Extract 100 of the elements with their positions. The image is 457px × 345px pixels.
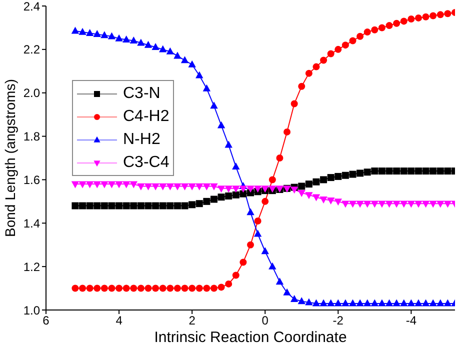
point bbox=[393, 20, 400, 27]
point bbox=[122, 202, 130, 210]
point bbox=[370, 299, 379, 306]
point bbox=[386, 22, 393, 30]
point bbox=[152, 202, 160, 210]
point bbox=[232, 162, 240, 170]
point bbox=[356, 170, 364, 177]
point bbox=[290, 294, 298, 302]
point bbox=[203, 198, 210, 205]
point bbox=[436, 299, 444, 306]
point bbox=[100, 31, 108, 38]
legend-label: C3-C4 bbox=[123, 154, 170, 172]
point bbox=[436, 168, 444, 175]
y-tick-label: 1.4 bbox=[23, 216, 40, 230]
x-axis-title: Intrinsic Reaction Coordinate bbox=[154, 329, 347, 345]
x-tick-label: -2 bbox=[332, 314, 344, 328]
point bbox=[246, 186, 254, 193]
point bbox=[108, 32, 116, 40]
point bbox=[407, 299, 416, 306]
point bbox=[188, 284, 196, 292]
point bbox=[298, 190, 306, 197]
x-tick-label: -4 bbox=[406, 314, 417, 328]
point bbox=[356, 299, 364, 306]
point bbox=[188, 201, 196, 208]
point bbox=[232, 186, 240, 193]
point bbox=[94, 202, 101, 210]
point bbox=[71, 26, 80, 34]
point bbox=[137, 38, 145, 46]
point bbox=[268, 176, 276, 184]
point bbox=[217, 121, 226, 128]
point bbox=[436, 11, 444, 18]
point bbox=[429, 299, 437, 306]
point bbox=[159, 284, 166, 292]
point bbox=[240, 190, 247, 198]
point bbox=[174, 183, 182, 190]
point bbox=[86, 284, 94, 292]
y-tick-label: 2.0 bbox=[23, 86, 40, 100]
point bbox=[144, 284, 152, 292]
point bbox=[210, 196, 218, 203]
legend-label: N-H2 bbox=[123, 130, 160, 148]
point bbox=[414, 299, 422, 306]
point bbox=[364, 200, 372, 208]
y-tick-label: 1.6 bbox=[23, 172, 40, 187]
point bbox=[378, 168, 386, 175]
point bbox=[181, 284, 188, 292]
point bbox=[364, 299, 372, 306]
point bbox=[334, 198, 342, 206]
point bbox=[414, 168, 422, 175]
point bbox=[290, 100, 298, 108]
point bbox=[276, 278, 284, 285]
point bbox=[130, 181, 138, 188]
point bbox=[130, 284, 138, 292]
point bbox=[371, 26, 378, 34]
point bbox=[436, 200, 444, 208]
point bbox=[210, 284, 218, 292]
point bbox=[429, 200, 437, 208]
point bbox=[247, 241, 254, 248]
point bbox=[298, 182, 306, 190]
point bbox=[407, 200, 416, 208]
point bbox=[334, 299, 342, 306]
point bbox=[239, 186, 248, 193]
point bbox=[71, 181, 80, 188]
point bbox=[378, 200, 386, 208]
point bbox=[232, 272, 240, 279]
point bbox=[276, 154, 284, 162]
point bbox=[342, 172, 349, 179]
point bbox=[298, 82, 306, 90]
point bbox=[115, 34, 123, 42]
point bbox=[174, 202, 181, 210]
point bbox=[370, 200, 379, 208]
point bbox=[159, 183, 167, 190]
point bbox=[166, 284, 174, 292]
point bbox=[86, 202, 94, 210]
point bbox=[342, 299, 350, 306]
point bbox=[400, 168, 408, 175]
point bbox=[116, 202, 123, 210]
point bbox=[430, 12, 437, 20]
point bbox=[444, 200, 452, 208]
y-axis-title: Bond Length (angstroms) bbox=[2, 79, 18, 237]
point bbox=[93, 30, 101, 38]
point bbox=[86, 181, 94, 188]
point bbox=[79, 202, 86, 210]
point bbox=[180, 56, 189, 64]
point bbox=[137, 183, 145, 190]
point bbox=[159, 202, 166, 210]
x-tick-label: 0 bbox=[262, 314, 269, 328]
point bbox=[349, 37, 356, 44]
point bbox=[312, 194, 320, 202]
point bbox=[334, 46, 342, 53]
point bbox=[364, 168, 371, 176]
point bbox=[356, 200, 364, 208]
point bbox=[166, 202, 174, 210]
point bbox=[386, 168, 393, 175]
point bbox=[94, 284, 101, 292]
y-tick-label: 1.2 bbox=[23, 260, 40, 274]
point bbox=[181, 202, 188, 210]
point bbox=[152, 183, 160, 190]
point bbox=[342, 200, 350, 208]
point bbox=[86, 28, 94, 36]
point bbox=[334, 172, 342, 180]
